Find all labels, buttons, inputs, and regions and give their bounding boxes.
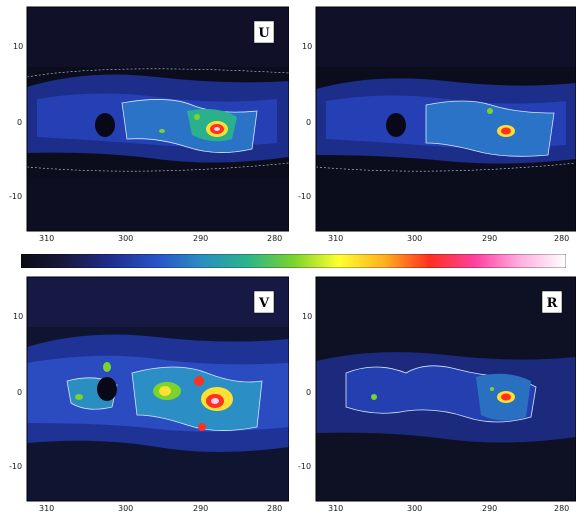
x-tick: 300 <box>118 234 133 243</box>
panel-u-map: U 10 0 -10 310 300 290 280 <box>5 5 289 243</box>
x-tick: 290 <box>193 504 208 513</box>
x-tick: 280 <box>267 504 282 513</box>
panel-u: U 10 0 -10 310 300 290 280 <box>5 5 289 243</box>
x-tick: 290 <box>482 504 497 513</box>
panel-v: V 10 0 -10 310 300 290 280 <box>5 275 289 513</box>
y-tick: -10 <box>9 192 22 201</box>
x-tick: 280 <box>267 234 282 243</box>
panel-u-label: U <box>258 26 270 41</box>
panel-u-label-box <box>253 20 275 44</box>
x-tick: 310 <box>39 504 54 513</box>
x-tick: 280 <box>554 504 569 513</box>
x-tick: 300 <box>407 504 422 513</box>
x-tick: 290 <box>482 234 497 243</box>
panel-r-label: R <box>547 296 558 311</box>
y-tick: 10 <box>302 42 312 51</box>
panel-v-label: V <box>258 296 270 311</box>
panel-top-right: 10 0 -10 310 300 290 280 <box>296 5 576 243</box>
x-tick: 310 <box>328 234 343 243</box>
x-tick: 310 <box>39 234 54 243</box>
panel-r-label-box <box>541 290 563 314</box>
y-tick: 10 <box>13 312 23 321</box>
colorbar-gradient <box>20 253 567 269</box>
x-tick: 310 <box>328 504 343 513</box>
colorbar <box>20 253 567 269</box>
panel-v-label-box <box>253 290 275 314</box>
y-tick: 10 <box>302 312 312 321</box>
y-tick: -10 <box>298 192 311 201</box>
panel-top-right-map: 10 0 -10 310 300 290 280 <box>296 5 576 243</box>
y-tick: -10 <box>298 462 311 471</box>
x-tick: 300 <box>118 504 133 513</box>
x-tick: 300 <box>407 234 422 243</box>
y-tick: 0 <box>17 388 22 397</box>
x-tick: 290 <box>193 234 208 243</box>
x-tick: 280 <box>554 234 569 243</box>
y-tick: 0 <box>306 118 311 127</box>
y-tick: 0 <box>17 118 22 127</box>
y-tick: 0 <box>306 388 311 397</box>
panel-r-map: R 10 0 -10 310 300 290 280 <box>296 275 576 513</box>
panel-r: R 10 0 -10 310 300 290 280 <box>296 275 576 513</box>
panel-v-map: V 10 0 -10 310 300 290 280 <box>5 275 289 513</box>
y-tick: -10 <box>9 462 22 471</box>
y-tick: 10 <box>13 42 23 51</box>
